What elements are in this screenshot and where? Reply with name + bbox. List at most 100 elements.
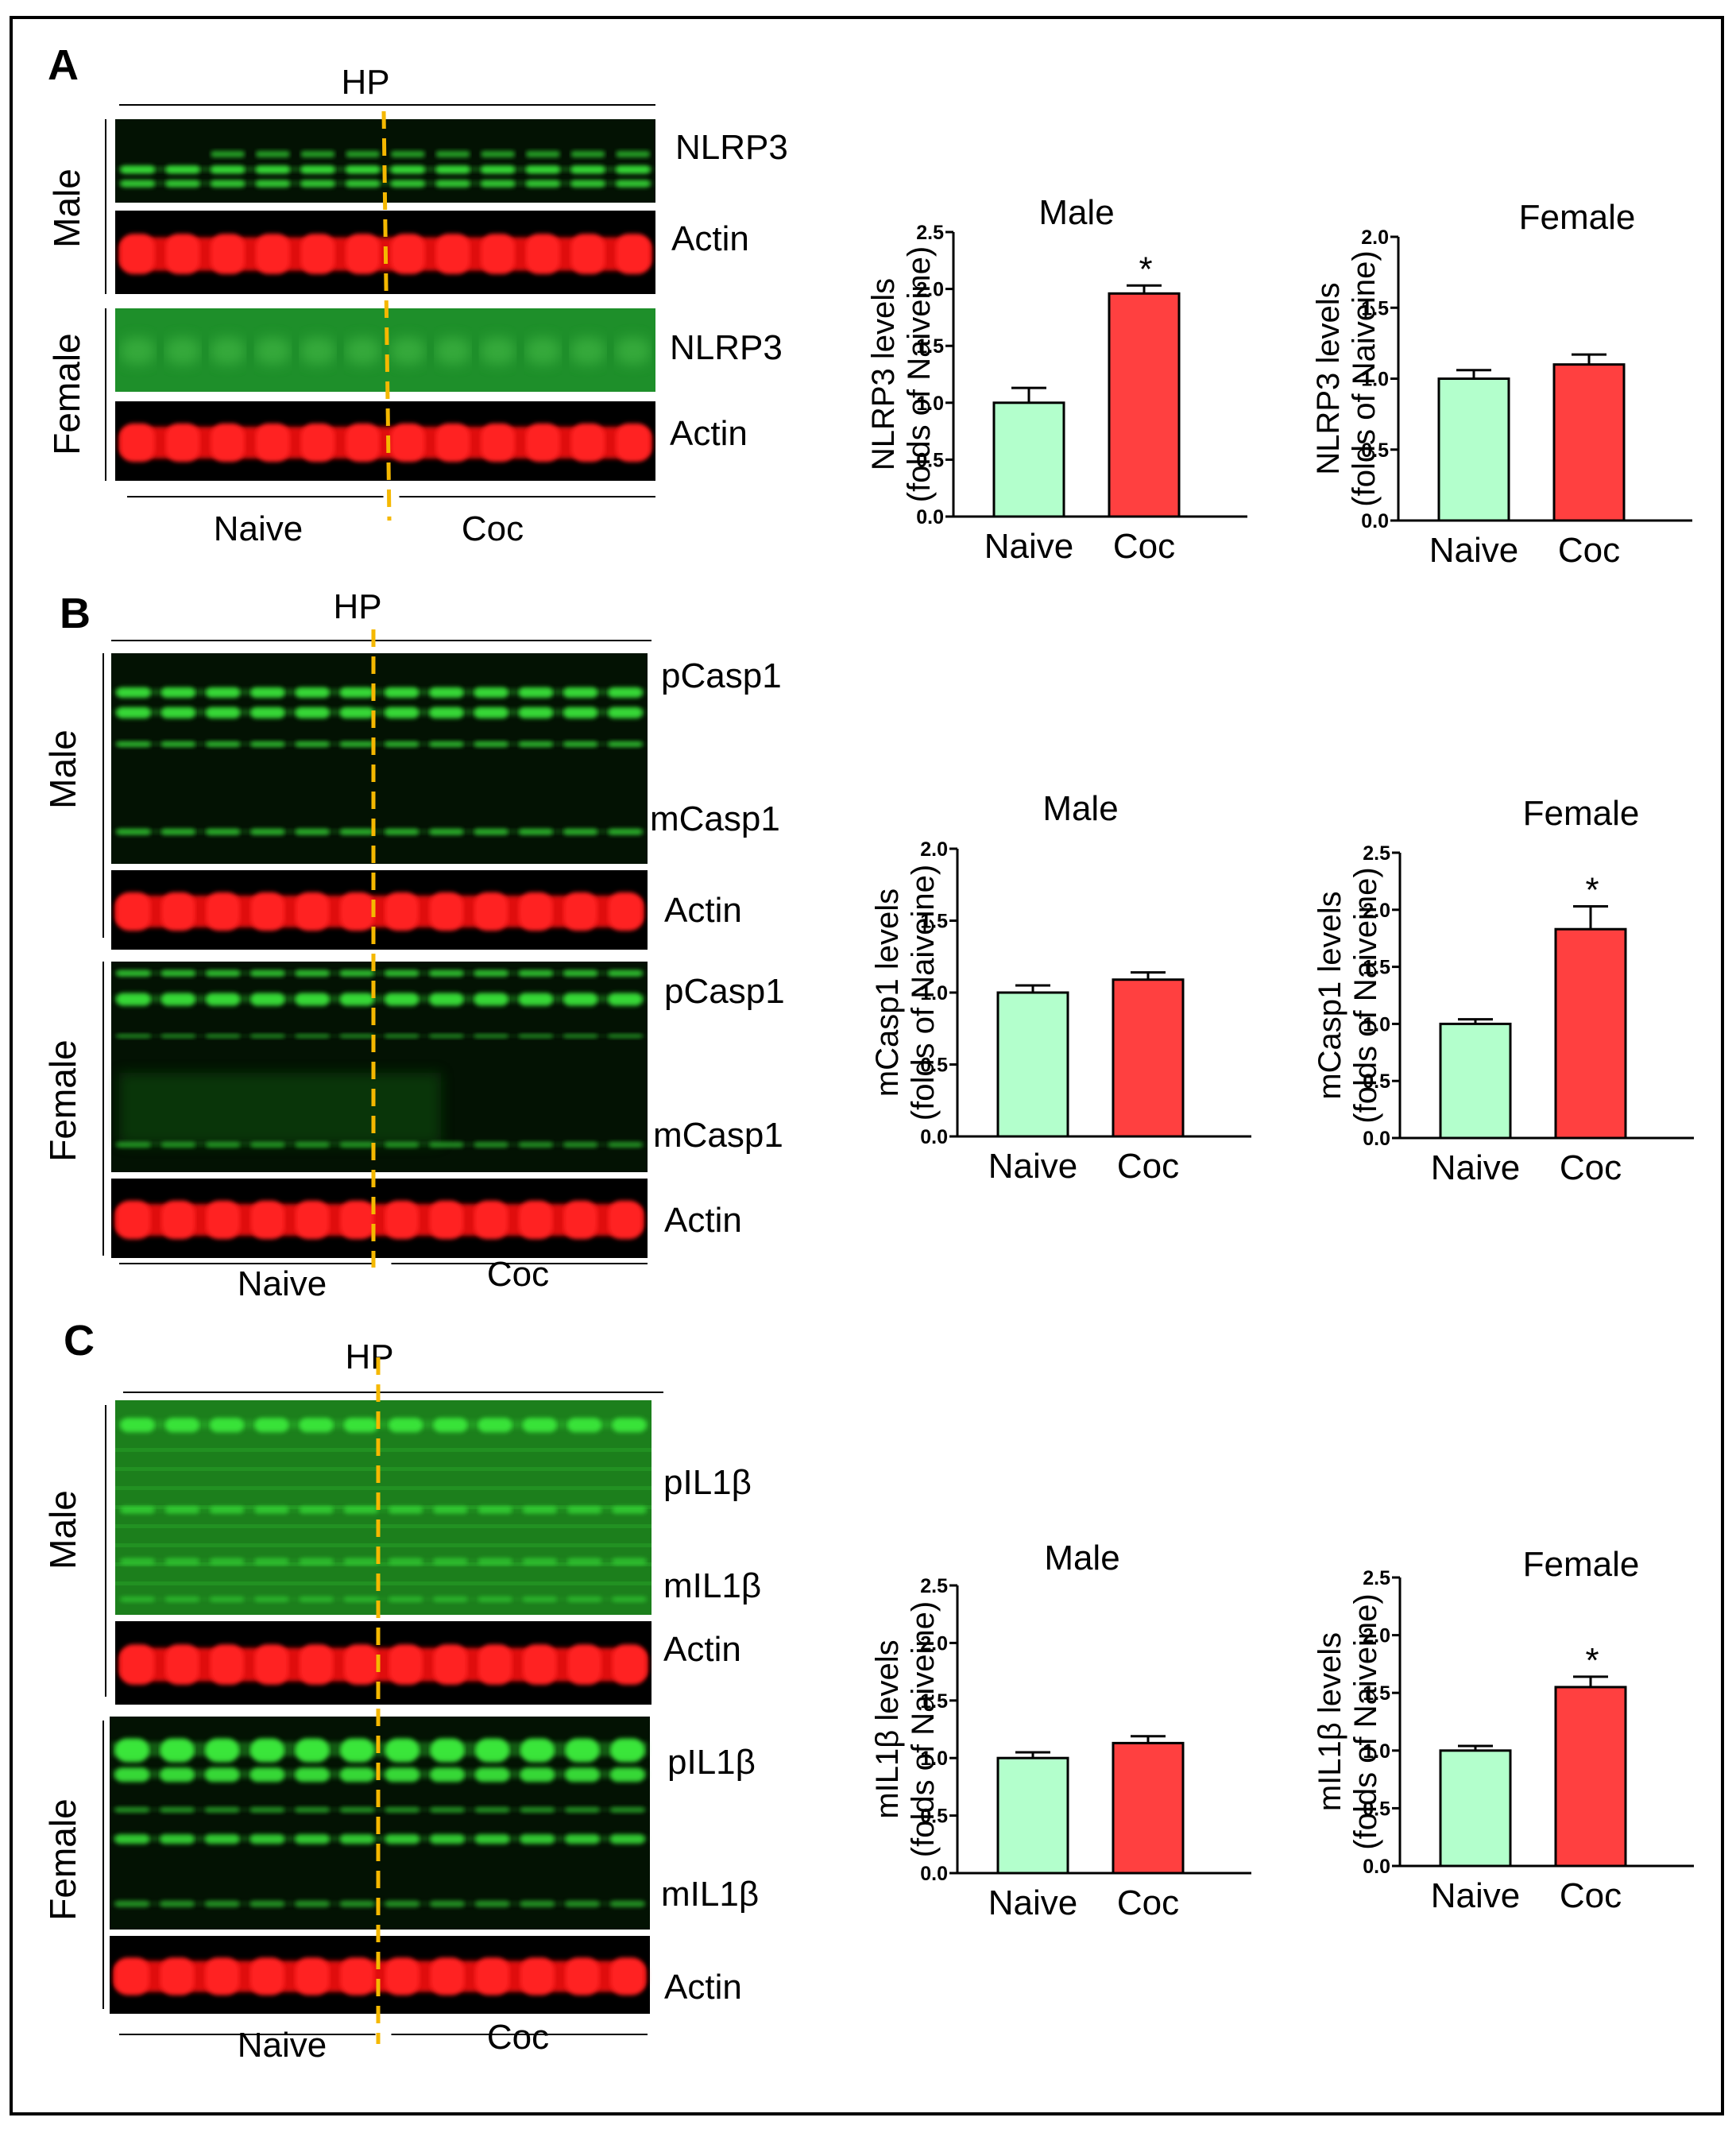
actin-band (114, 1204, 644, 1236)
protein-band (429, 687, 464, 699)
protein-band (474, 828, 508, 835)
protein-band (340, 1834, 375, 1844)
protein-band (610, 1834, 645, 1844)
protein-band (161, 1034, 195, 1039)
protein-band (519, 993, 553, 1006)
band-smear (114, 830, 645, 834)
protein-band (161, 741, 195, 747)
protein-band (385, 1900, 420, 1907)
protein-band (340, 1767, 375, 1783)
y-tick-label: 1.5 (1363, 957, 1390, 979)
y-tick-label: 2.5 (1363, 1567, 1390, 1589)
protein-band (390, 151, 425, 157)
protein-band (210, 1558, 244, 1565)
protein-band (390, 165, 425, 174)
protein-band (608, 706, 643, 718)
protein-band (481, 165, 516, 174)
protein-band (435, 151, 470, 157)
protein-band (205, 1900, 240, 1907)
region-label: HP (341, 63, 389, 102)
protein-band (429, 741, 464, 747)
blot-background (111, 653, 648, 864)
actin-lane (563, 1201, 597, 1239)
band-label: pCasp1 (661, 656, 782, 695)
actin-lane (165, 1644, 199, 1685)
actin-lane (295, 1201, 330, 1239)
protein-band (563, 1141, 597, 1148)
actin-band (113, 1961, 647, 1992)
actin-lane (120, 234, 155, 274)
actin-lane (565, 1957, 600, 1995)
actin-lane (519, 1201, 553, 1239)
bar-naive (996, 991, 1069, 1138)
protein-band (120, 165, 155, 174)
y-tick-label: 0.5 (916, 449, 944, 471)
y-tick-label: 1.5 (920, 1690, 948, 1713)
y-tick-label: 0.5 (1363, 1070, 1390, 1093)
y-tick-label: 1.0 (1363, 1013, 1390, 1035)
male-blot-strip (111, 653, 648, 864)
actin-lane (250, 892, 285, 931)
protein-band (114, 1900, 149, 1907)
protein-band (116, 741, 151, 747)
actin-lane (390, 424, 425, 462)
protein-band (567, 1506, 601, 1514)
female-blot-strip (115, 401, 655, 481)
protein-band (160, 1834, 195, 1844)
protein-band (299, 1558, 334, 1565)
male-side-label: Male (42, 1490, 83, 1570)
protein-band (385, 828, 419, 835)
protein-band (474, 706, 508, 718)
protein-band (340, 828, 374, 835)
protein-band (523, 1596, 557, 1602)
protein-band (435, 180, 470, 188)
protein-band (475, 1834, 510, 1844)
y-tick-label: 2.0 (920, 1632, 948, 1655)
category-label: Coc (1560, 1876, 1622, 1915)
band-label: pIL1β (667, 1743, 756, 1782)
protein-band (210, 1418, 244, 1433)
protein-band (525, 180, 560, 188)
protein-band (563, 706, 597, 718)
y-tick-label: 2.0 (1361, 226, 1389, 249)
protein-band (205, 1834, 240, 1844)
protein-band (520, 1900, 555, 1907)
y-tick-label: 2.5 (1363, 842, 1390, 865)
protein-band (389, 1506, 423, 1514)
chart-C-female: Female 0.0 0.5 1.0 1.5 2.0 2.5 mIL1β levels (fol… (1313, 1545, 1694, 1915)
category-label: Coc (1560, 1148, 1622, 1187)
band-label: pIL1β (663, 1463, 752, 1502)
band-label: mCasp1 (650, 799, 780, 838)
y-tick-label: 1.0 (1361, 369, 1389, 391)
protein-band (249, 1806, 284, 1813)
region-label: HP (345, 1337, 393, 1376)
male-side-label: Male (42, 730, 83, 809)
protein-band (206, 1141, 240, 1148)
male-blot-strip (115, 1400, 651, 1615)
protein-band (116, 1034, 151, 1039)
y-tick-label: 0.0 (920, 1126, 948, 1148)
category-label: Naive (988, 1883, 1078, 1922)
actin-band (118, 427, 652, 459)
protein-band (165, 1596, 199, 1602)
protein-band (295, 828, 330, 835)
actin-lane (340, 1957, 375, 1995)
protein-band (254, 1596, 289, 1602)
protein-band (430, 1767, 465, 1783)
protein-band (346, 180, 381, 188)
protein-band (385, 970, 419, 977)
male-blot-strip (115, 119, 655, 203)
protein-band (250, 741, 285, 747)
chart-B-female: Female 0.0 0.5 1.0 1.5 2.0 2.5 mCasp1 levels (fo… (1313, 794, 1694, 1187)
protein-band (299, 1596, 334, 1602)
band-smear (114, 971, 645, 975)
protein-band (206, 828, 240, 835)
protein-band (481, 151, 516, 157)
y-tick-label: 0.5 (920, 1806, 948, 1828)
protein-band (520, 1806, 555, 1813)
protein-band (295, 1767, 330, 1783)
protein-band (300, 180, 335, 188)
chart-title: Male (1044, 1539, 1119, 1577)
protein-band (120, 1558, 155, 1565)
protein-band (520, 1767, 555, 1783)
